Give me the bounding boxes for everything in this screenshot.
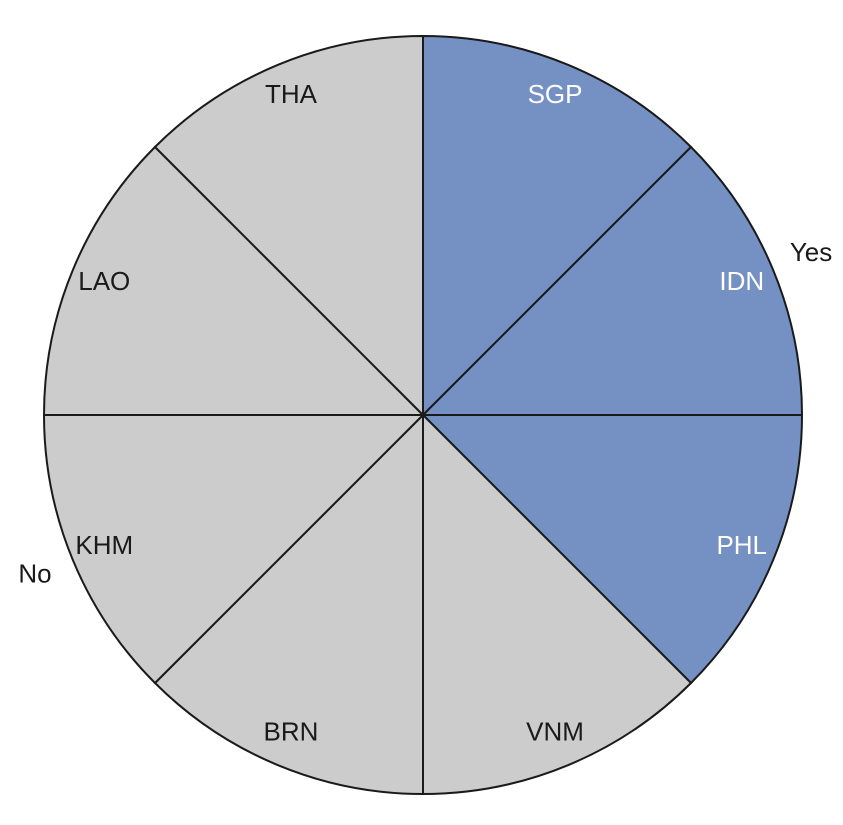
pie-slice [153,412,424,796]
slice-label: PHL [716,530,767,560]
pie-slice [420,145,804,416]
group-label: Yes [790,237,832,267]
slice-label: LAO [78,266,130,296]
pie-slice [422,34,693,418]
pie-slice [422,412,693,796]
pie-slice [153,34,424,418]
slice-label: SGP [528,79,583,109]
pie-slice [42,145,426,416]
pie-slice [42,414,426,685]
slice-label: IDN [719,266,764,296]
group-label: No [18,559,51,589]
pie-slice [420,414,804,685]
slice-label: VNM [526,717,584,747]
slice-label: KHM [75,530,133,560]
slice-label: THA [265,79,318,109]
slice-label: BRN [264,717,319,747]
